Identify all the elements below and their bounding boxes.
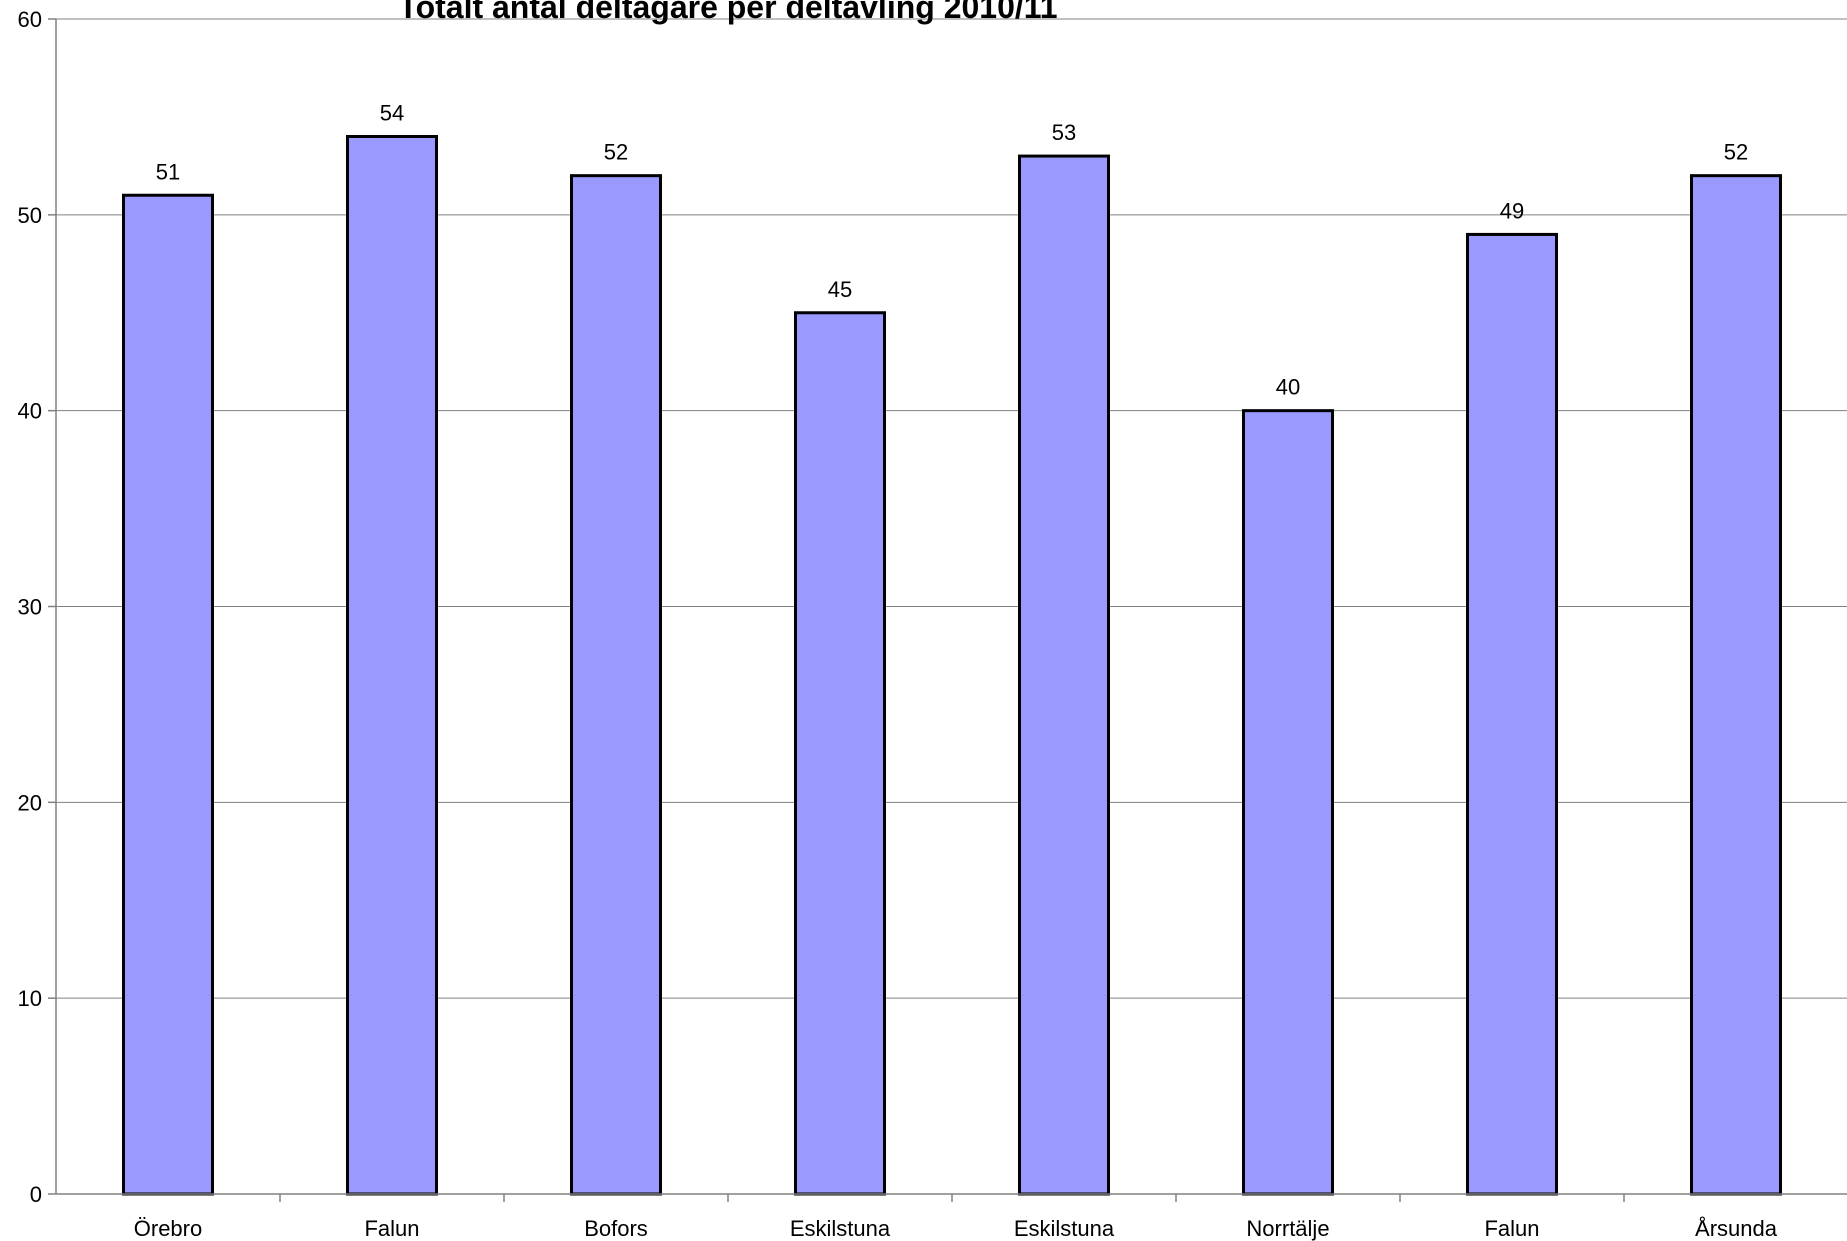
bar (570, 174, 662, 1196)
y-tick-label: 10 (18, 986, 42, 1011)
y-tick-label: 60 (18, 7, 42, 32)
data-label: 49 (1500, 198, 1524, 223)
y-tick-label: 30 (18, 595, 42, 620)
x-tick-label: Eskilstuna (1014, 1216, 1115, 1241)
bar (1690, 174, 1782, 1196)
bar (794, 311, 886, 1196)
data-label: 54 (380, 101, 404, 126)
chart-title: Totalt antal deltagare per deltävling 20… (398, 0, 1057, 25)
y-tick-label: 50 (18, 203, 42, 228)
bar (1466, 232, 1558, 1196)
x-tick-label: Falun (364, 1216, 419, 1241)
data-label: 45 (828, 277, 852, 302)
bars (122, 135, 1782, 1196)
x-tick-label: Bofors (584, 1216, 648, 1241)
data-label: 51 (156, 159, 180, 184)
data-label: 52 (1724, 140, 1748, 165)
x-tick-label: Falun (1484, 1216, 1539, 1241)
bar (122, 193, 214, 1196)
x-axis-ticks: Örebro Falun Bofors Eskilstuna Eskilstuna Nor… (134, 1194, 1778, 1241)
data-labels: 51 54 52 45 53 40 49 52 (156, 101, 1748, 400)
x-tick-label: Norrtälje (1246, 1216, 1329, 1241)
bar (1242, 409, 1334, 1196)
y-tick-label: 40 (18, 399, 42, 424)
y-axis-ticks: 0 10 20 30 40 50 60 (18, 7, 56, 1207)
data-label: 52 (604, 140, 628, 165)
data-label: 40 (1276, 375, 1300, 400)
data-label: 53 (1052, 120, 1076, 145)
x-tick-label: Eskilstuna (790, 1216, 891, 1241)
y-tick-label: 0 (30, 1182, 42, 1207)
y-tick-label: 20 (18, 790, 42, 815)
bar (346, 135, 438, 1196)
x-tick-label: Örebro (134, 1216, 202, 1241)
x-tick-label: Årsunda (1695, 1216, 1778, 1241)
bar (1018, 154, 1110, 1196)
